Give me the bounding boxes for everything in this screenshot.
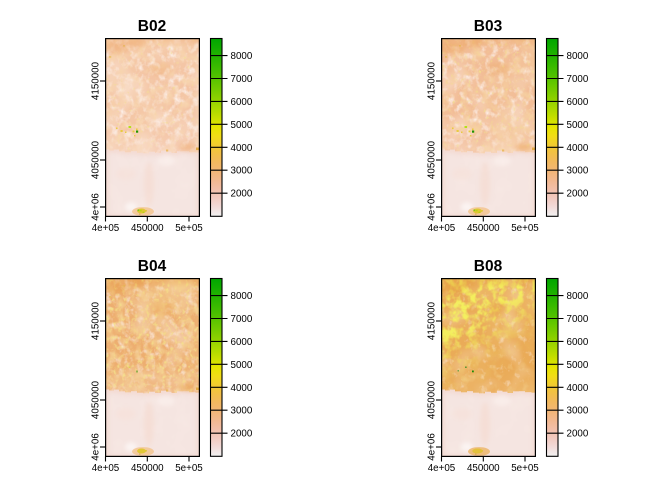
svg-text:3000: 3000 <box>231 166 253 177</box>
svg-text:3000: 3000 <box>231 406 253 417</box>
svg-text:4150000: 4150000 <box>427 61 438 100</box>
svg-text:2000: 2000 <box>231 429 253 440</box>
svg-text:7000: 7000 <box>567 314 589 325</box>
svg-text:4150000: 4150000 <box>91 301 102 340</box>
svg-text:4e+05: 4e+05 <box>428 223 456 234</box>
svg-text:8000: 8000 <box>231 291 253 302</box>
svg-text:5000: 5000 <box>567 120 589 131</box>
svg-text:7000: 7000 <box>231 74 253 85</box>
svg-text:B02: B02 <box>138 18 166 35</box>
svg-text:7000: 7000 <box>567 74 589 85</box>
svg-text:4e+06: 4e+06 <box>427 433 438 461</box>
svg-text:2000: 2000 <box>567 429 589 440</box>
svg-text:450000: 450000 <box>467 463 500 474</box>
svg-text:6000: 6000 <box>231 97 253 108</box>
svg-text:4050000: 4050000 <box>427 140 438 179</box>
svg-text:4000: 4000 <box>231 383 253 394</box>
svg-text:4050000: 4050000 <box>427 380 438 419</box>
svg-text:4e+06: 4e+06 <box>91 193 102 221</box>
svg-text:4e+06: 4e+06 <box>427 193 438 221</box>
svg-text:5e+05: 5e+05 <box>175 463 203 474</box>
svg-text:8000: 8000 <box>567 291 589 302</box>
svg-text:B03: B03 <box>474 18 503 35</box>
svg-text:8000: 8000 <box>231 51 253 62</box>
svg-text:7000: 7000 <box>231 314 253 325</box>
svg-text:4e+05: 4e+05 <box>92 463 120 474</box>
svg-text:5000: 5000 <box>231 360 253 371</box>
svg-text:4150000: 4150000 <box>91 61 102 100</box>
svg-text:4150000: 4150000 <box>427 301 438 340</box>
svg-text:4e+05: 4e+05 <box>428 463 456 474</box>
svg-text:6000: 6000 <box>567 97 589 108</box>
svg-text:4000: 4000 <box>231 143 253 154</box>
svg-text:4050000: 4050000 <box>91 380 102 419</box>
svg-text:4000: 4000 <box>567 383 589 394</box>
svg-text:4050000: 4050000 <box>91 140 102 179</box>
svg-text:6000: 6000 <box>231 337 253 348</box>
svg-text:4000: 4000 <box>567 143 589 154</box>
svg-text:4e+06: 4e+06 <box>91 433 102 461</box>
svg-text:2000: 2000 <box>231 189 253 200</box>
svg-text:450000: 450000 <box>131 463 164 474</box>
svg-text:6000: 6000 <box>567 337 589 348</box>
svg-text:450000: 450000 <box>467 223 500 234</box>
svg-text:3000: 3000 <box>567 166 589 177</box>
svg-text:450000: 450000 <box>131 223 164 234</box>
svg-text:5000: 5000 <box>231 120 253 131</box>
svg-text:5e+05: 5e+05 <box>175 223 203 234</box>
svg-text:B08: B08 <box>474 258 503 275</box>
svg-text:4e+05: 4e+05 <box>92 223 120 234</box>
svg-text:5000: 5000 <box>567 360 589 371</box>
svg-text:8000: 8000 <box>567 51 589 62</box>
svg-text:2000: 2000 <box>567 189 589 200</box>
svg-text:B04: B04 <box>138 258 167 275</box>
svg-text:5e+05: 5e+05 <box>511 463 539 474</box>
svg-text:5e+05: 5e+05 <box>511 223 539 234</box>
svg-text:3000: 3000 <box>567 406 589 417</box>
